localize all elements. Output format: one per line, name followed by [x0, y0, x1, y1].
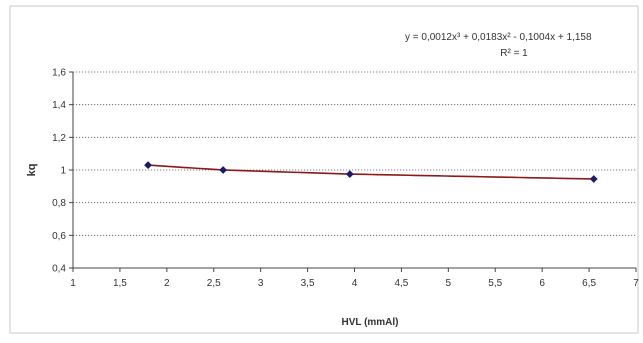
x-tick-label: 6,5 — [582, 278, 596, 289]
y-tick-label: 0,4 — [52, 264, 66, 275]
data-point — [345, 170, 354, 178]
x-tick-label: 3,5 — [301, 278, 315, 289]
y-tick-label: 1,4 — [52, 100, 66, 111]
x-tick-label: 5,5 — [488, 278, 502, 289]
trendline-equation: y = 0,0012x³ + 0,0183x² - 0,1004x + 1,15… — [405, 32, 592, 43]
y-tick-label: 1,6 — [52, 68, 66, 79]
axes — [69, 71, 637, 272]
x-tick-label: 2,5 — [207, 278, 221, 289]
tick-labels: 0,4 0,6 0,8 1 1,2 1,4 1,6 1 1,5 2 2,5 3 3,5 4 4,5 5 5,5 6… — [52, 68, 639, 290]
trendline-r2: R² = 1 — [500, 48, 528, 59]
chart-area-border — [9, 5, 639, 334]
y-tick-label: 1,2 — [52, 133, 66, 144]
x-tick-label: 3 — [258, 278, 264, 289]
gridlines — [73, 71, 636, 236]
x-tick-label: 4,5 — [394, 278, 408, 289]
x-tick-label: 6 — [539, 278, 545, 289]
y-axis-label: kq — [26, 164, 38, 177]
data-point — [589, 175, 598, 183]
x-axis-label: HVL (mmAl) — [341, 317, 398, 328]
data-points — [144, 161, 598, 183]
x-tick-label: 5 — [446, 278, 452, 289]
x-tick-label: 7 — [633, 278, 639, 289]
y-tick-label: 1 — [60, 166, 66, 177]
y-tick-label: 0,6 — [52, 231, 66, 242]
y-tick-label: 0,8 — [52, 198, 66, 209]
x-tick-label: 1 — [70, 278, 76, 289]
x-tick-label: 4 — [352, 278, 358, 289]
data-point — [144, 161, 152, 169]
data-point — [219, 166, 227, 174]
x-tick-label: 1,5 — [113, 278, 127, 289]
x-tick-label: 2 — [164, 278, 170, 289]
